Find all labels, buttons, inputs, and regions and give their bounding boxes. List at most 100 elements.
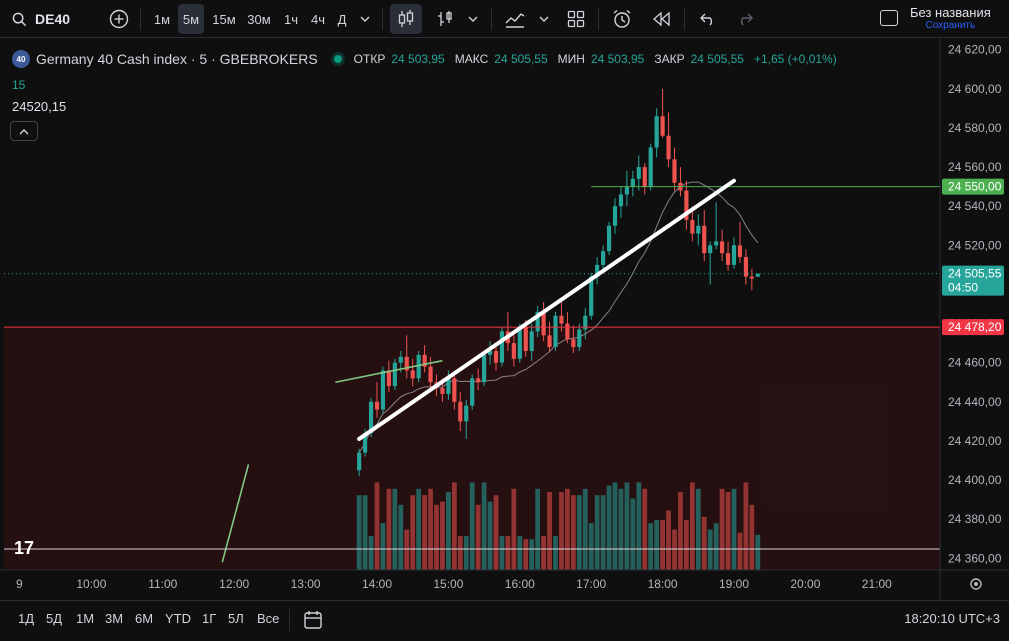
interval-15m-button[interactable]: 15м	[212, 11, 236, 27]
plus-circle-icon	[109, 9, 129, 29]
ma-value: 24520,15	[12, 99, 67, 114]
candle-body	[517, 327, 522, 359]
volume-bar	[499, 536, 505, 570]
alert-button[interactable]	[607, 4, 637, 34]
volume-bar	[624, 482, 630, 570]
indicators-menu-button[interactable]	[500, 4, 530, 34]
redo-button[interactable]	[730, 4, 760, 34]
chart-title[interactable]: Germany 40 Cash index · 5 · GBEBROKERS	[36, 51, 318, 67]
range-1y[interactable]: 1Г	[202, 611, 217, 626]
volume-bar	[428, 488, 433, 570]
interval-1d-button[interactable]: Д	[337, 11, 347, 27]
interval-5m-button[interactable]: 5м	[178, 4, 204, 34]
volume-bar	[600, 495, 606, 570]
candle-body	[380, 370, 386, 410]
volume-bar	[547, 492, 552, 570]
interval-4h-button[interactable]: 4ч	[310, 11, 325, 27]
candle-body	[684, 190, 689, 220]
candle-body	[374, 401, 380, 410]
volume-bar	[701, 516, 707, 570]
volume-bar	[553, 536, 558, 570]
x-tick-label: 17:00	[576, 577, 606, 591]
chart-type-dropdown[interactable]	[463, 4, 483, 34]
candle-body	[660, 116, 665, 136]
candle-body	[612, 206, 618, 226]
candle-body	[636, 167, 641, 179]
interval-dropdown[interactable]	[355, 4, 375, 34]
bottom-toolbar: 1Д 5Д 1М 3М 6М YTD 1Г 5Л Все 18:20:10 UT…	[0, 600, 1009, 641]
market-status-dot[interactable]	[333, 55, 342, 63]
range-3m[interactable]: 3М	[105, 611, 124, 626]
x-tick-label: 14:00	[362, 577, 392, 591]
undo-button[interactable]	[693, 4, 723, 34]
volume-bar	[368, 536, 374, 570]
layout-grid-button[interactable]	[562, 4, 590, 34]
candle-body	[482, 354, 487, 383]
candle-body	[595, 264, 600, 277]
volume-bar	[565, 488, 570, 570]
open-value: 24 503,95	[391, 52, 445, 66]
chevron-down-icon	[360, 16, 370, 22]
range-5y[interactable]: 5Л	[228, 611, 244, 626]
volume-bar	[457, 536, 463, 570]
volume-bar	[660, 520, 665, 570]
volume-bar	[642, 488, 648, 570]
chart-pane[interactable]: 24 620,00 24 600,00 24 580,00 24 560,00 24 5…	[0, 38, 1009, 600]
search-icon	[12, 12, 27, 26]
candle-body	[416, 354, 421, 379]
range-5d[interactable]: 5Д	[46, 611, 63, 626]
volume-bar	[380, 523, 386, 570]
indicators-dropdown[interactable]	[534, 4, 554, 34]
interval-1m-button[interactable]: 1м	[153, 11, 171, 27]
candle-body	[618, 194, 624, 207]
candle-body	[428, 366, 433, 383]
price-chart[interactable]: 24 620,00 24 600,00 24 580,00 24 560,00 24 5…	[0, 38, 1009, 600]
candle-body	[601, 251, 606, 265]
symbol-search[interactable]: DE40	[12, 4, 70, 34]
compare-symbol-button[interactable]	[105, 4, 133, 34]
candle-body	[487, 350, 493, 355]
candles-chart-type-button[interactable]	[390, 4, 422, 34]
volume-bar	[386, 488, 392, 570]
interval-30m-button[interactable]: 30м	[247, 11, 271, 27]
candle-body	[708, 245, 713, 254]
interval-1h-button[interactable]: 1ч	[283, 11, 298, 27]
x-tick-label: 11:00	[148, 577, 177, 591]
alarm-clock-icon	[613, 9, 631, 28]
volume-bar	[678, 492, 683, 570]
volume-bar	[362, 495, 368, 570]
range-1m[interactable]: 1М	[76, 611, 95, 626]
clock-display[interactable]: 18:20:10 UTC+3	[904, 611, 1000, 626]
volume-bar	[422, 495, 427, 570]
volume-bar	[487, 501, 493, 570]
candle-body	[410, 370, 415, 379]
chevron-up-icon	[19, 128, 29, 134]
collapse-legend-button[interactable]	[10, 121, 38, 141]
save-link[interactable]: Сохранить	[925, 20, 976, 31]
close-value: 24 505,55	[690, 52, 744, 66]
volume-bar	[689, 482, 695, 570]
axis-settings-icon[interactable]	[970, 578, 982, 590]
range-ytd[interactable]: YTD	[165, 611, 191, 626]
replay-button[interactable]	[646, 4, 676, 34]
y-tick-label: 24 600,00	[948, 82, 1002, 96]
candles-icon	[398, 10, 414, 27]
range-6m[interactable]: 6М	[135, 611, 154, 626]
range-all[interactable]: Все	[257, 611, 280, 626]
candle-body	[386, 370, 391, 387]
candle-body	[368, 401, 374, 434]
indicators-button[interactable]	[430, 4, 460, 34]
last-price-tag: 24 505,55	[948, 267, 1002, 281]
layout-name-button[interactable]: Без названия Сохранить	[880, 5, 991, 31]
ma-length[interactable]: 15	[12, 78, 26, 92]
volume-bar	[576, 495, 582, 570]
volume-bar	[606, 485, 612, 570]
y-tick-label: 24 420,00	[948, 434, 1002, 448]
date-range-calendar-icon[interactable]	[302, 609, 324, 631]
candle-body	[523, 327, 528, 351]
price-axis	[940, 38, 1009, 600]
volume-bar	[410, 495, 416, 570]
chevron-down-icon	[539, 16, 549, 22]
range-1d[interactable]: 1Д	[18, 611, 35, 626]
change-value: +1,65 (+0,01%)	[753, 52, 837, 66]
